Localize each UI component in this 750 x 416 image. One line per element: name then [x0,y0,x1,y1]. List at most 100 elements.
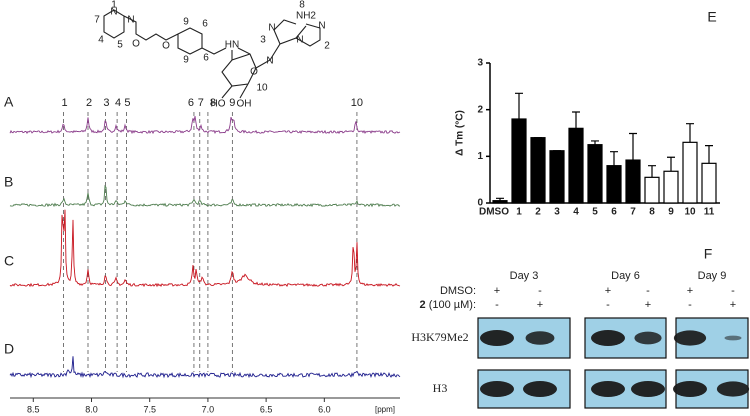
atom-label: 1 [111,0,117,11]
molecule: 1 7 4 5 N N O O 9 6 9 6 HN N N N N 3 2 8… [94,0,330,110]
y-tick-label: 3 [477,58,483,69]
bar [701,162,717,204]
peak-label: 6 [188,97,194,109]
peak-label: 1 [61,97,67,109]
atom-label: 7 [94,15,100,26]
atom-label: O [162,41,170,52]
atom-label: N [266,56,273,67]
blot-band [480,330,514,346]
atom-label: HN [225,40,239,51]
blot-band [631,381,665,397]
bar [625,159,641,204]
peak-label: 8 [210,97,216,109]
blot-band [591,381,625,397]
bar [682,141,698,204]
bar [530,137,546,204]
x-axis-label: [ppm] [375,405,395,414]
atom-label: OH [237,99,252,110]
spectrum-label: C [4,253,14,269]
sign: + [537,299,543,311]
protein-label: H3 [433,381,448,395]
day-label: Day 3 [510,270,539,282]
atom-label: 8 [299,0,305,11]
spectrum-label: A [4,94,14,110]
blot-box [477,317,571,359]
y-tick-label: 2 [477,104,483,115]
protein-label: H3K79Me2 [411,330,468,344]
panel-label: F [704,246,713,262]
spectrum [9,209,401,288]
bar [511,118,527,204]
atom-label: 9 [183,55,189,66]
error-bar [591,140,599,145]
atom-label: HO [211,99,226,110]
compound-dose: (100 µM): [429,299,476,311]
spectrum [9,356,401,379]
bar [644,176,660,204]
peak-label: 10 [351,97,363,109]
x-tick-label: 7.0 [202,404,215,414]
atom-label: N [110,7,117,18]
x-tick-label: 6 [611,207,617,218]
sign: - [688,299,692,311]
x-tick-label: 8.5 [27,404,40,414]
peak-label: 9 [229,97,235,109]
x-tick-label: 7 [630,207,636,218]
x-tick-label: 8.0 [85,404,98,414]
blot-band [523,381,557,397]
x-tick-label: 2 [535,207,541,218]
x-tick-label: 1 [516,207,522,218]
bar [587,144,603,204]
bonds [103,9,321,99]
atom-label: NH2 [296,11,316,22]
sign: - [538,285,542,297]
bar [492,200,508,204]
sign: - [646,285,650,297]
atom-label: O [132,39,140,50]
atom-label: N [296,35,303,46]
atom-label: N [268,23,275,34]
day-label: Day 6 [611,270,640,282]
error-bar [496,197,504,201]
sign: + [730,299,736,311]
x-tick-label: DMSO [479,207,509,218]
peak-label: 7 [198,97,204,109]
sign: + [645,299,651,311]
blot-band [673,381,707,397]
x-tick-label: 5 [592,207,598,218]
error-bar [705,145,713,164]
treatment-label: 2 (100 µM): [420,299,476,311]
y-tick-label: 1 [477,151,483,162]
error-bar [648,165,656,178]
x-tick-label: 8 [649,207,655,218]
sign: - [606,299,610,311]
atom-label: O [250,67,258,78]
y-tick-label: 0 [477,198,483,209]
error-bar [629,132,637,161]
error-bar [667,156,675,172]
blot-band [724,335,742,341]
error-bar [686,123,694,143]
x-tick-label: 11 [704,207,715,218]
blot-band [634,331,662,345]
x-tick-label: 7.5 [143,404,156,414]
spectrum [9,116,401,135]
atom-label: 6 [202,19,208,30]
atom-label: N [318,21,325,32]
x-tick-label: 4 [573,207,579,218]
spectrum [9,184,401,208]
atom-label: 6 [203,53,209,64]
compound-number: 2 [420,299,426,311]
atom-label: 10 [256,83,268,94]
x-tick-label: 6.0 [318,404,331,414]
sign: + [605,285,611,297]
peak-label: 2 [86,97,92,109]
peak-label: 5 [124,97,130,109]
bar [549,150,565,204]
sign: - [495,299,499,311]
panel-label: E [707,9,716,25]
bar [606,165,622,204]
atom-label: 5 [117,40,123,51]
error-bar [610,151,618,166]
